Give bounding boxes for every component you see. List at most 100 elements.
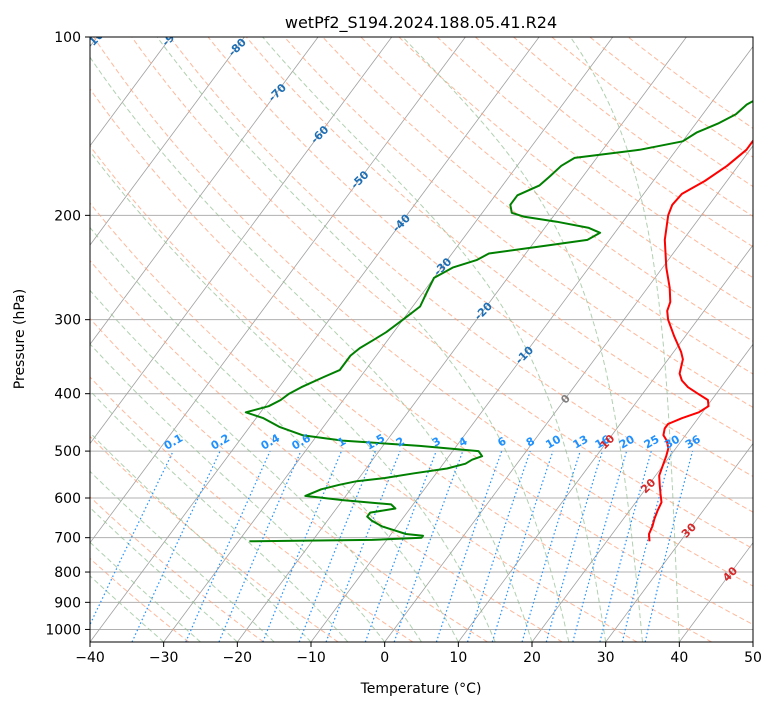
isotherm-label: -80: [226, 36, 249, 59]
x-tick-label: −30: [149, 650, 179, 666]
dry-adiabat-line: [398, 37, 753, 310]
mixing-ratio-line: [90, 450, 174, 626]
mixing-ratio-label: 36: [683, 432, 703, 451]
y-tick-label: 100: [54, 30, 81, 46]
moist-adiabat-line: [90, 56, 533, 642]
dry-adiabat-line: [284, 37, 753, 409]
isotherm-line: [90, 37, 319, 345]
y-tick-label: 1000: [45, 622, 81, 638]
x-tick-label: 0: [380, 650, 389, 666]
mixing-ratio-line: [466, 450, 531, 642]
x-tick-label: 30: [597, 650, 615, 666]
x-tick-label: 20: [523, 650, 541, 666]
dry-adiabat-line: [90, 259, 563, 642]
mixing-ratio-line: [131, 450, 221, 642]
dry-adiabat-line: [551, 37, 753, 188]
mixing-ratio-label: 4: [457, 434, 470, 449]
y-tick-label: 600: [54, 491, 81, 507]
isotherm-label: -70: [266, 81, 289, 104]
y-tick-label: 800: [54, 565, 81, 581]
moist-adiabat-line: [262, 37, 607, 642]
x-tick-label: −20: [223, 650, 253, 666]
isotherm-label: -50: [348, 168, 371, 191]
x-tick-label: 40: [670, 650, 688, 666]
dry-adiabat-line: [436, 37, 753, 279]
chart-title: wetPf2_S194.2024.188.05.41.R24: [285, 13, 557, 33]
dry-adiabat-line: [245, 37, 753, 443]
moist-adiabat-line: [90, 431, 312, 642]
moist-adiabat-line: [90, 390, 349, 642]
moist-adiabat-line: [569, 37, 680, 642]
moist-adiabat-line: [90, 541, 201, 642]
dry-adiabat-line: [90, 557, 190, 642]
mixing-ratio-line: [644, 450, 694, 642]
mixing-ratio-label: 0.6: [289, 431, 313, 452]
moist-adiabat-line: [90, 226, 459, 642]
mixing-ratio-label: 8: [524, 435, 537, 450]
isotherm-line: [679, 542, 753, 642]
dry-adiabat-line: [90, 317, 488, 642]
mixing-ratio-line: [298, 450, 376, 642]
temperature-line: [648, 139, 753, 542]
mixing-ratio-line: [545, 450, 603, 642]
mixing-ratio-line: [325, 450, 401, 642]
chart-axes: −40 −30 −20 −10 0 10 20 30 40 50 100 200 300 400 500 60…: [45, 30, 762, 666]
dry-adiabat-line: [90, 496, 264, 642]
isotherm-line: [90, 37, 245, 246]
y-tick-label: 300: [54, 313, 81, 329]
y-tick-label: 900: [54, 595, 81, 611]
isotherm-label: -90: [159, 25, 182, 48]
y-axis-label: Pressure (hPa): [12, 289, 28, 389]
isotherm-line: [384, 145, 753, 642]
mixing-ratio-label: 1.5: [364, 432, 387, 453]
dry-adiabat-line: [90, 145, 712, 642]
isotherm-label: 20: [638, 476, 658, 496]
y-tick-label: 200: [54, 208, 81, 224]
chart-series: [244, 99, 753, 543]
x-tick-label: 10: [449, 650, 467, 666]
y-tick-label: 700: [54, 531, 81, 547]
mixing-ratio-line: [393, 450, 464, 642]
x-tick-label: 50: [744, 650, 762, 666]
mixing-ratio-label: 0.4: [259, 431, 283, 452]
dry-adiabat-line: [90, 376, 414, 642]
dry-adiabat-line: [131, 37, 753, 550]
dry-adiabat-line: [90, 202, 638, 642]
mixing-ratio-label: 0.1: [162, 432, 185, 453]
mixing-ratio-line: [218, 450, 302, 642]
y-tick-label: 400: [54, 387, 81, 403]
mixing-ratio-line: [521, 450, 581, 642]
moist-adiabat-line: [156, 37, 570, 642]
chart-background-lines: [90, 37, 753, 642]
mixing-ratio-line: [491, 450, 554, 642]
isotherm-label: -30: [431, 255, 454, 278]
mixing-ratio-label: 2: [394, 435, 407, 450]
isotherm-line: [90, 37, 393, 445]
x-tick-label: −10: [296, 650, 326, 666]
mixing-ratio-label: 13: [571, 433, 591, 452]
x-tick-label: −40: [75, 650, 105, 666]
dry-adiabat-line: [169, 37, 753, 513]
mixing-ratio-line: [599, 450, 652, 642]
dry-adiabat-line: [90, 435, 339, 642]
isotherm-label: 40: [720, 564, 740, 584]
mixing-ratio-label: 0.2: [209, 432, 232, 453]
mixing-ratio-label: 1: [335, 435, 348, 450]
mixing-ratio-line: [435, 450, 503, 642]
mixing-ratio-line: [185, 450, 271, 642]
mixing-ratio-line: [572, 450, 628, 642]
isotherm-line: [605, 442, 753, 642]
mixing-ratio-label: 25: [642, 433, 662, 452]
isotherm-line: [531, 343, 753, 642]
x-axis-label: Temperature (°C): [360, 681, 482, 697]
moist-adiabat-line: [90, 150, 496, 642]
moist-adiabat-line: [90, 289, 422, 642]
isotherm-line: [90, 37, 540, 642]
y-tick-label: 500: [54, 444, 81, 460]
mixing-ratio-line: [364, 450, 437, 642]
moist-adiabat-line: [90, 470, 275, 642]
isotherm-line: [752, 641, 753, 642]
isotherm-line: [163, 37, 614, 642]
dry-adiabat-line: [90, 87, 753, 626]
